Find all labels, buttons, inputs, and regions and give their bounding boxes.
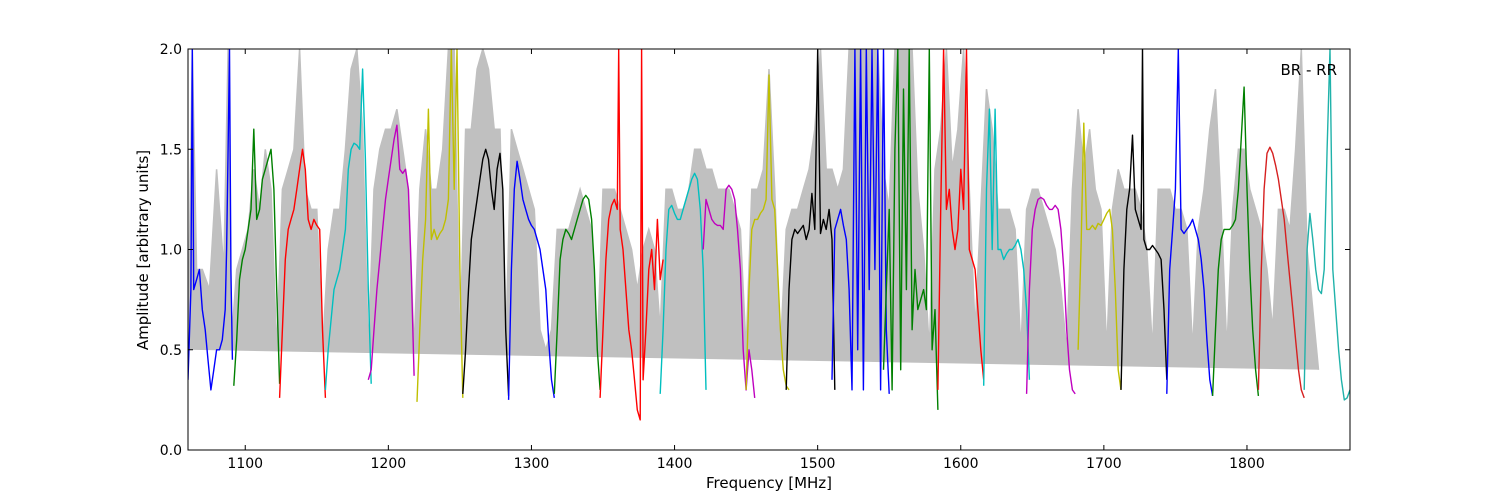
envelope-layer [188,49,1320,370]
series-line-15 [831,49,890,394]
series-line-25 [1303,49,1350,401]
series-line-1 [188,49,234,391]
y-tick-label: 1.0 [160,243,182,259]
x-tick-label: 1600 [943,456,979,472]
series-line-8 [507,160,555,400]
series-line-6 [416,49,464,402]
x-tick-label: 1100 [227,456,263,472]
series-layer [188,49,1350,421]
series-line-10 [599,49,664,421]
series-line-13 [745,74,790,391]
y-tick-label: 2.0 [160,42,182,58]
series-line-16 [882,49,939,410]
x-tick-label: 1300 [514,456,550,472]
series-line-14 [785,49,836,390]
y-axis: 0.0 0.5 1.0 1.5 2.0 [160,42,1350,459]
series-line-22 [1166,49,1214,397]
y-tick-label: 0.5 [160,343,182,359]
series-line-11 [659,172,707,394]
x-axis-title: Frequency [MHz] [706,474,832,492]
y-tick-label: 0.0 [160,443,182,459]
series-line-7 [462,148,510,396]
y-axis-title: Amplitude [arbitrary units] [134,150,152,350]
series-line-5 [367,124,415,380]
series-line-9 [553,194,601,394]
envelope-band [188,49,1320,370]
series-line-3 [278,148,327,398]
series-line-20 [1077,122,1122,390]
y-tick-label: 1.5 [160,142,182,158]
series-line-18 [983,108,1031,386]
x-tick-label: 1200 [371,456,407,472]
chart-annotation: BR - RR [1280,61,1337,79]
series-line-21 [1120,49,1168,390]
series-line-23 [1211,86,1260,396]
series-line-17 [937,49,985,390]
x-tick-label: 1700 [1086,456,1122,472]
x-tick-label: 1800 [1229,456,1265,472]
series-line-4 [324,68,372,390]
series-line-2 [233,128,281,386]
series-line-24 [1257,146,1305,399]
x-tick-label: 1500 [800,456,836,472]
x-tick-label: 1400 [657,456,693,472]
series-line-19 [1025,196,1076,395]
x-axis: 1100 1200 1300 1400 1500 1600 1700 1800 [227,49,1265,472]
